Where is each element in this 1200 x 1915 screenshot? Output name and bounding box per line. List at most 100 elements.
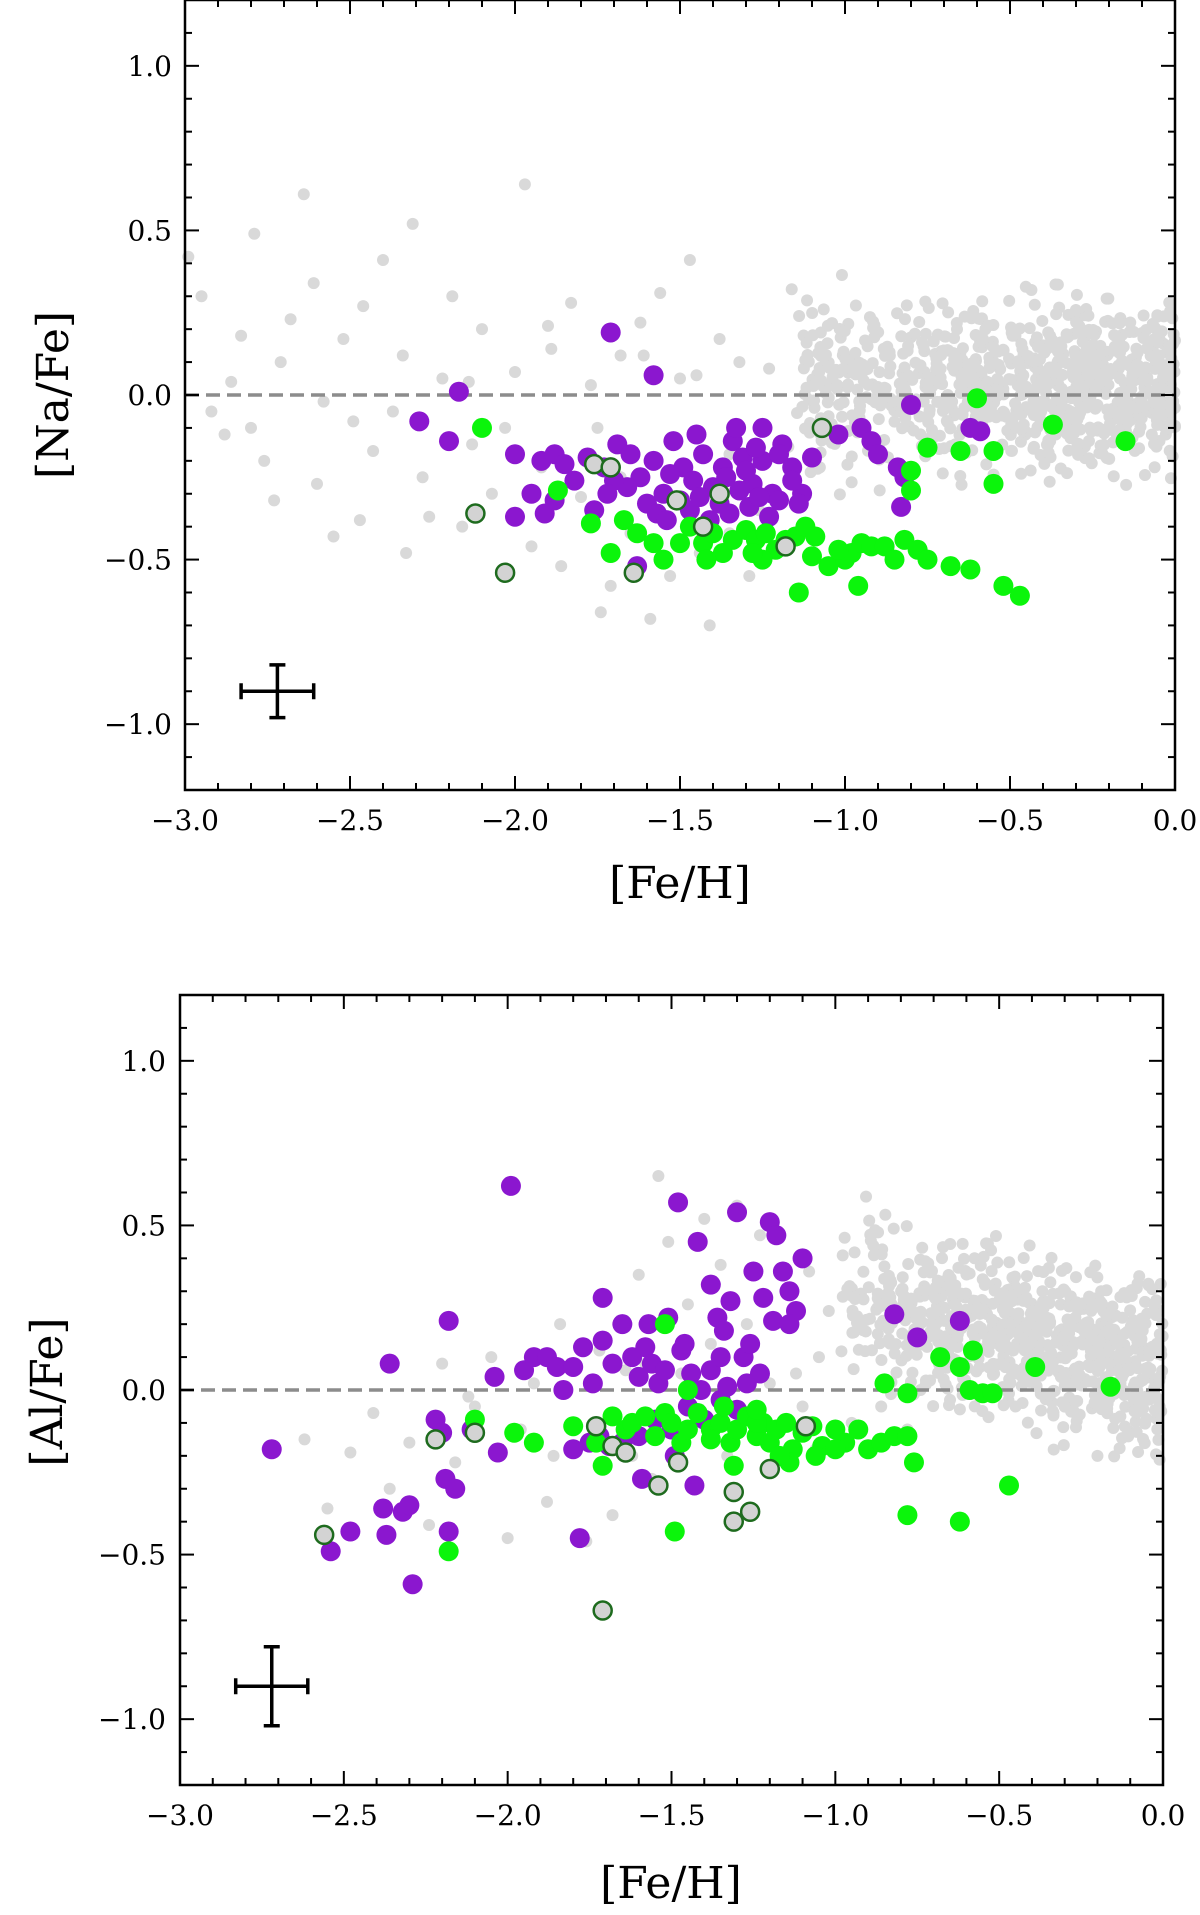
field-star-point [1035, 1404, 1048, 1417]
purple-star-point [373, 1498, 394, 1519]
field-star-point [812, 1351, 825, 1364]
al-fe-panel: −3.0 −2.5 −2.0 −1.5 −1.0 −0.5 0.0 1.0 0.5 0.0 −0.5… [22, 993, 1185, 1909]
field-star-point [875, 1248, 888, 1261]
green-star-point [602, 1406, 623, 1427]
green-star-point [653, 549, 674, 570]
field-star-point [842, 378, 855, 391]
field-star-point [933, 364, 946, 377]
series-layer [409, 322, 1136, 606]
field-star-point [914, 359, 927, 372]
field-star-point [740, 1318, 753, 1331]
field-star-point [900, 1220, 913, 1233]
field-star-point [790, 1367, 803, 1380]
field-star-point [690, 369, 703, 382]
field-star-point [1020, 1270, 1033, 1283]
purple-star-point [674, 1333, 695, 1354]
green-star-point [897, 1383, 918, 1404]
field-star-point [1144, 1362, 1157, 1375]
field-star-point [466, 438, 479, 451]
field-star-point [926, 1318, 939, 1331]
error-bar-layer [233, 1645, 310, 1728]
purple-star-point [745, 437, 766, 458]
field-star-point [807, 380, 820, 393]
field-star-point [890, 1366, 903, 1379]
field-star-point [763, 362, 776, 375]
x-tick-label: −1.0 [801, 1799, 869, 1832]
purple-star-point [779, 1281, 800, 1302]
field-star-point [1109, 1334, 1122, 1347]
field-star-point [1016, 1397, 1029, 1410]
green-star-point [1100, 1376, 1121, 1397]
field-star-point [1076, 335, 1089, 348]
field-star-point [1109, 1412, 1122, 1425]
green-star-point [917, 549, 938, 570]
field-star-point [836, 410, 849, 423]
field-star-point [307, 277, 320, 290]
field-star-point [1059, 1352, 1072, 1365]
field-star-point [846, 1326, 859, 1339]
field-star-point [396, 349, 409, 362]
field-star-point [446, 290, 459, 303]
field-star-point [1070, 1395, 1083, 1408]
field-star-point [796, 400, 809, 413]
field-star-point [948, 1298, 961, 1311]
green-star-point [677, 1419, 698, 1440]
field-star-point [929, 1292, 942, 1305]
green-star-point [600, 543, 621, 563]
open-circle-point [723, 1481, 745, 1503]
field-star-point [902, 339, 915, 352]
field-star-point [1143, 1349, 1156, 1362]
field-star-point [1041, 366, 1054, 379]
green-star-point [874, 1373, 895, 1394]
field-star-point [1044, 1276, 1057, 1289]
field-star-point [845, 476, 858, 489]
field-star-point [733, 356, 746, 369]
field-star-point [838, 324, 851, 337]
field-star-point [1003, 294, 1016, 307]
field-star-point [683, 254, 696, 267]
field-star-point [956, 1237, 969, 1250]
field-star-point [1042, 1364, 1055, 1377]
field-star-point [1151, 418, 1164, 431]
field-star-point [1062, 444, 1075, 457]
field-star-point [311, 477, 323, 490]
field-star-point [863, 1214, 876, 1227]
field-star-point [838, 1231, 851, 1244]
field-star-point [1146, 317, 1159, 330]
field-star-point [857, 1293, 870, 1306]
purple-star-point [769, 444, 789, 465]
field-star-point [634, 316, 647, 329]
field-star-point [1101, 369, 1114, 382]
field-star-point [1014, 389, 1027, 402]
field-star-point [937, 400, 950, 413]
green-star-point [755, 523, 776, 544]
green-star-point [677, 1380, 698, 1400]
field-star-point [799, 422, 812, 435]
green-star-point [950, 440, 971, 461]
field-star-point [996, 1287, 1009, 1300]
field-star-point [698, 1212, 711, 1225]
field-star-point [499, 421, 512, 434]
field-star-point [1095, 1285, 1108, 1298]
field-star-point [851, 383, 864, 396]
purple-star-point [563, 1356, 584, 1377]
field-star-point [1061, 357, 1074, 370]
green-star-point [643, 533, 664, 554]
field-star-point [871, 1328, 884, 1341]
purple-star-point [632, 1468, 653, 1489]
purple-star-point [379, 1353, 400, 1374]
field-star-point [1164, 345, 1177, 358]
field-star-point [274, 356, 287, 369]
field-star-point [1023, 322, 1036, 335]
field-star-point [883, 1280, 896, 1293]
field-star-point [1132, 1322, 1145, 1335]
field-star-point [900, 299, 913, 312]
field-star-point [195, 290, 208, 303]
field-star-point [1050, 1336, 1063, 1349]
field-star-point [1136, 1393, 1149, 1406]
purple-star-point [752, 417, 773, 438]
green-star-point [586, 1432, 607, 1453]
field-star-point [808, 394, 821, 407]
field-star-point [674, 372, 686, 385]
field-star-point [1102, 1345, 1115, 1358]
